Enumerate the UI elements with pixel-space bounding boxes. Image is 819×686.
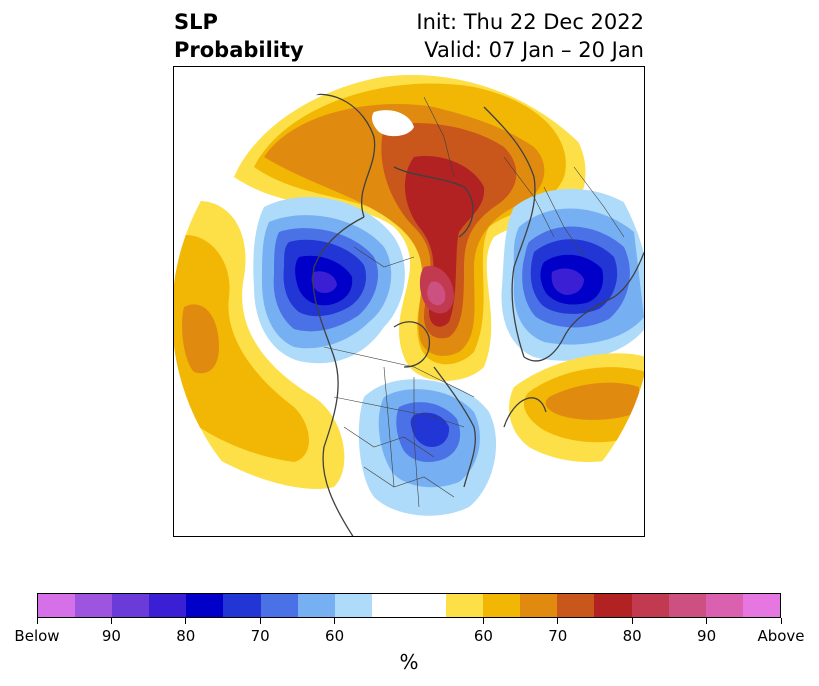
chart-title: SLP Probability	[174, 8, 304, 64]
colorbar-tick-label: Below	[14, 627, 60, 645]
colorbar-tick	[36, 618, 38, 624]
colorbar-segment	[149, 594, 187, 617]
colorbar-segment	[557, 594, 595, 617]
below-normal-usa	[358, 379, 497, 516]
title-metric: Probability	[174, 38, 304, 62]
coastlines	[303, 93, 644, 536]
colorbar-tick-label: 60	[473, 627, 493, 645]
colorbar	[37, 593, 781, 618]
title-variable: SLP	[174, 10, 218, 34]
colorbar-tick-label: Above	[757, 627, 805, 645]
colorbar-segment	[520, 594, 558, 617]
init-date: Init: Thu 22 Dec 2022	[416, 10, 644, 34]
valid-range: Valid: 07 Jan – 20 Jan	[424, 38, 644, 62]
colorbar-segment	[594, 594, 632, 617]
colorbar-tick	[557, 618, 559, 624]
colorbar-tick-label: 70	[250, 627, 270, 645]
colorbar-segment	[371, 594, 447, 617]
colorbar-segment	[297, 594, 335, 617]
above-normal-arctic	[234, 75, 586, 381]
colorbar-segment	[631, 594, 669, 617]
colorbar-tick	[259, 618, 261, 624]
below-normal-europe	[501, 188, 644, 361]
political-borders	[323, 96, 625, 508]
chart-date-info: Init: Thu 22 Dec 2022 Valid: 07 Jan – 20…	[416, 8, 644, 64]
above-normal-atlantic	[509, 353, 644, 462]
colorbar-segment	[483, 594, 521, 617]
map-canvas	[174, 75, 644, 536]
colorbar-segment	[334, 594, 372, 617]
colorbar-segment	[186, 594, 224, 617]
colorbar-unit: %	[399, 650, 419, 674]
colorbar-segment	[75, 594, 113, 617]
colorbar-segment	[705, 594, 743, 617]
colorbar-segment	[223, 594, 261, 617]
colorbar-segment	[112, 594, 150, 617]
colorbar-tick	[185, 618, 187, 624]
colorbar-tick-label: 90	[697, 627, 717, 645]
probability-map	[173, 66, 645, 537]
colorbar-tick-label: 70	[548, 627, 568, 645]
colorbar-tick	[482, 618, 484, 624]
colorbar-segment	[38, 594, 76, 617]
colorbar-tick	[780, 618, 782, 624]
colorbar-segment	[260, 594, 298, 617]
colorbar-tick-label: 90	[101, 627, 121, 645]
above-normal-pacific	[174, 200, 345, 489]
colorbar-tick	[706, 618, 708, 624]
colorbar-tick-label: 80	[176, 627, 196, 645]
colorbar-segment	[446, 594, 484, 617]
colorbar-tick	[110, 618, 112, 624]
colorbar-tick	[334, 618, 336, 624]
colorbar-segment	[668, 594, 706, 617]
colorbar-tick-label: 60	[325, 627, 345, 645]
colorbar-segment	[742, 594, 780, 617]
below-normal-canada	[253, 197, 405, 364]
colorbar-tick-label: 80	[622, 627, 642, 645]
colorbar-tick	[631, 618, 633, 624]
